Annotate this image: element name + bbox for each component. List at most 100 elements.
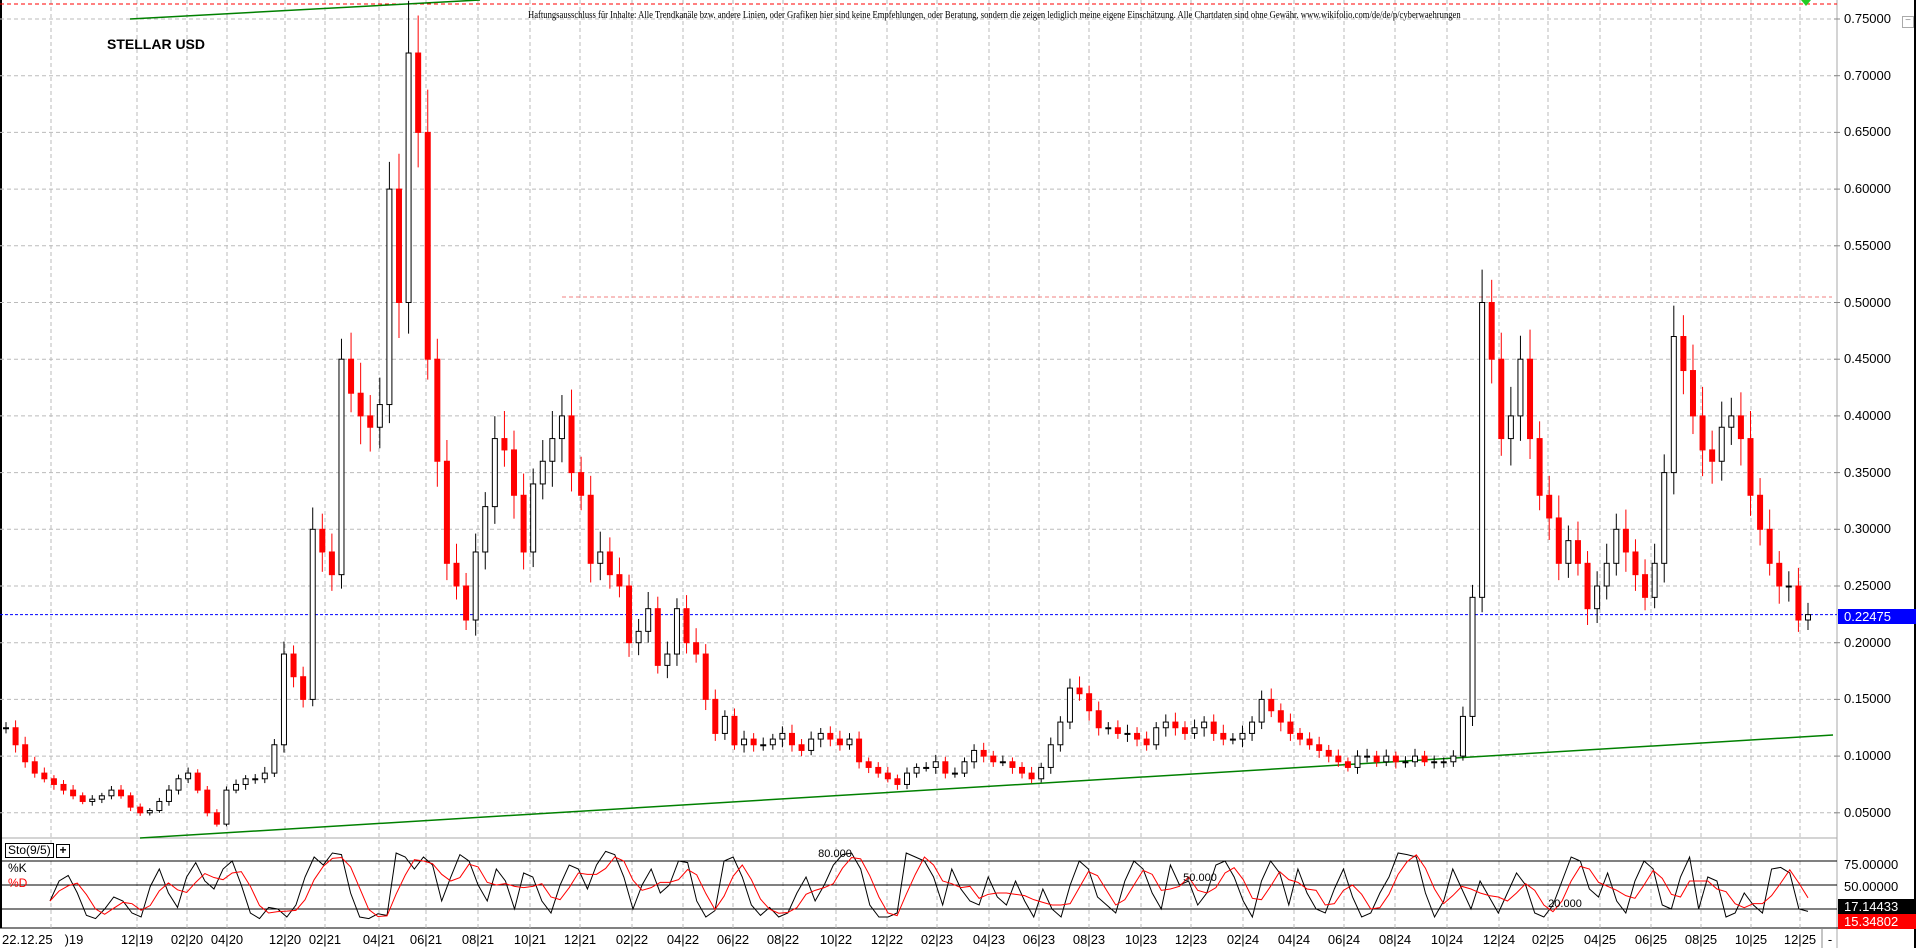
candle	[1536, 438, 1543, 496]
candle	[712, 698, 719, 734]
candle	[1785, 585, 1792, 588]
candle	[50, 778, 57, 785]
date-tick-label: 12|21	[563, 932, 597, 947]
candle	[280, 653, 287, 746]
date-tick-label: 12|19	[120, 932, 154, 947]
candle	[1613, 528, 1620, 564]
candle	[606, 551, 613, 576]
candle	[204, 789, 211, 814]
price-tick-label: 0.55000	[1844, 237, 1891, 253]
candle	[194, 772, 201, 791]
candle	[1565, 540, 1572, 564]
candle	[865, 761, 872, 768]
date-tick-label: 08|25	[1684, 932, 1718, 947]
candle	[290, 653, 297, 678]
candle	[990, 755, 997, 763]
candle	[1316, 744, 1323, 751]
candle	[376, 404, 383, 428]
stochastic-indicator-label[interactable]: Sto(9/5)	[5, 843, 54, 858]
candle	[645, 608, 652, 632]
candle	[1258, 698, 1265, 723]
price-tick-label: 0.65000	[1844, 124, 1891, 140]
candle	[635, 630, 642, 644]
date-tick-label: 04|24	[1277, 932, 1311, 947]
candle	[1642, 574, 1649, 598]
date-tick-label: 08|21	[461, 932, 495, 947]
date-tick-label: 06|23	[1022, 932, 1056, 947]
candle	[884, 772, 891, 780]
candle	[788, 732, 795, 746]
date-tick-label: 06|22	[716, 932, 750, 947]
candle	[808, 738, 815, 751]
candle	[31, 761, 38, 774]
candle	[348, 358, 355, 394]
candle	[894, 778, 901, 785]
date-tick-label: 10|24	[1430, 932, 1464, 947]
date-tick-label: 06|25	[1634, 932, 1668, 947]
date-tick-label: 02|24	[1226, 932, 1260, 947]
candle	[1009, 761, 1016, 768]
date-tick-label: 06|24	[1327, 932, 1361, 947]
trend-marker-icon	[1801, 0, 1811, 6]
candle	[79, 795, 86, 802]
date-tick-label: 10|23	[1124, 932, 1158, 947]
date-tick-label: 10|25	[1734, 932, 1768, 947]
candle	[904, 772, 910, 785]
candle	[673, 608, 680, 655]
candle	[338, 358, 345, 576]
candle	[434, 358, 441, 462]
candle	[798, 744, 805, 751]
candle	[1498, 358, 1505, 440]
price-tick-label: 0.20000	[1844, 634, 1891, 650]
candle	[1651, 562, 1658, 598]
date-tick-label: 02|22	[615, 932, 649, 947]
add-indicator-button[interactable]: +	[56, 844, 70, 858]
candle	[482, 506, 489, 553]
disclaimer-text: Haftungsausschluss für Inhalte: Alle Tre…	[528, 10, 1461, 21]
candle	[213, 812, 220, 825]
candle	[1335, 755, 1342, 763]
candle	[1287, 721, 1294, 734]
candle	[702, 653, 709, 700]
date-tick-label: 04|22	[666, 932, 700, 947]
candle	[1527, 358, 1534, 440]
candle	[367, 415, 374, 428]
d-line-label: %D	[8, 876, 28, 890]
price-tick-label: 0.70000	[1844, 67, 1891, 83]
candle	[1383, 755, 1390, 763]
candle	[386, 188, 393, 406]
candle	[300, 676, 307, 700]
candle	[1134, 732, 1141, 740]
candle	[185, 772, 192, 780]
price-tick-label: 0.30000	[1844, 521, 1891, 537]
candle	[261, 772, 268, 780]
candle	[1124, 732, 1131, 735]
date-tick-label: 02|23	[920, 932, 954, 947]
candle	[846, 738, 853, 746]
candle	[875, 766, 882, 774]
support-trendline	[139, 734, 1834, 839]
price-tick-label: 0.50000	[1844, 294, 1891, 310]
candle	[693, 642, 700, 655]
candle	[558, 415, 565, 440]
candle	[1306, 738, 1313, 746]
collapse-button[interactable]: −	[1902, 16, 1914, 28]
candle	[1076, 687, 1083, 695]
candle	[1603, 562, 1610, 587]
candle	[530, 483, 537, 553]
candle	[1421, 755, 1428, 763]
candle	[1757, 494, 1764, 530]
candle	[664, 653, 671, 666]
candle	[999, 761, 1006, 764]
date-tick-label: 12|25	[1783, 932, 1817, 947]
candle	[1450, 755, 1457, 763]
candle	[405, 52, 412, 303]
candle	[1201, 721, 1208, 729]
date-tick-label: 04|23	[972, 932, 1006, 947]
candle	[1689, 370, 1696, 417]
candle	[1114, 727, 1121, 734]
upper-trendline	[129, 0, 481, 20]
candle	[309, 528, 316, 700]
candle	[127, 795, 134, 808]
